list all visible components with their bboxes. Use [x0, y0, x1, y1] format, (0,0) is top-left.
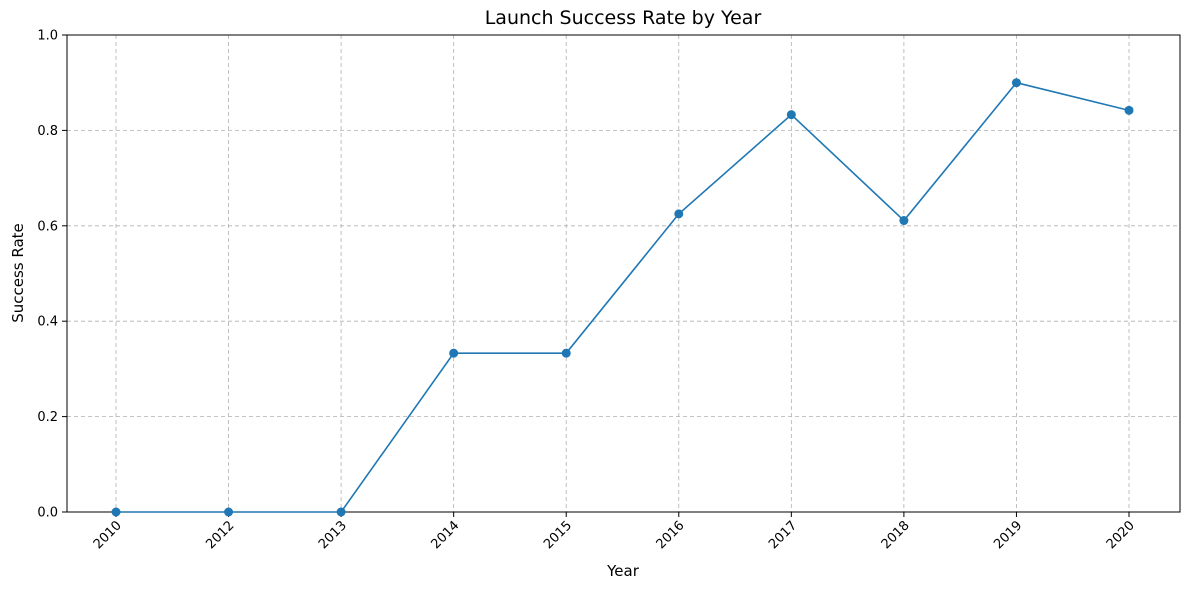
x-tick-label: 2015 [541, 518, 575, 552]
x-axis-ticks: 2010 2012 2013 2014 2015 2016 2017 2018 2019 2020 [91, 512, 1138, 552]
data-point [336, 507, 346, 517]
series-layer [111, 78, 1134, 517]
x-tick-label: 2010 [91, 518, 125, 552]
x-tick-label: 2019 [991, 518, 1025, 552]
x-tick-label: 2016 [654, 518, 688, 552]
x-tick-label: 2014 [428, 518, 462, 552]
plot-frame [66, 34, 1181, 513]
grid [67, 34, 1180, 513]
data-point [674, 209, 684, 219]
data-point [561, 348, 571, 358]
data-point [1011, 78, 1021, 88]
series-line [116, 81, 1130, 513]
x-tick-label: 2020 [1104, 518, 1138, 552]
x-tick-label: 2018 [879, 518, 913, 552]
data-point [1124, 105, 1134, 115]
y-tick-label: 0.2 [37, 410, 58, 425]
data-point [899, 216, 909, 226]
data-point [449, 348, 459, 358]
x-tick-label: 2012 [203, 518, 237, 552]
data-point [111, 507, 121, 517]
x-axis-label: Year [606, 562, 640, 580]
y-tick-label: 0.4 [37, 315, 58, 330]
y-tick-label: 0.8 [37, 124, 58, 139]
y-axis-label: Success Rate [9, 223, 27, 323]
x-tick-label: 2013 [316, 518, 350, 552]
y-tick-label: 0.6 [37, 219, 58, 234]
x-tick-label: 2017 [766, 518, 800, 552]
data-point [786, 110, 796, 120]
chart-title: Launch Success Rate by Year [485, 7, 762, 29]
data-point [224, 507, 234, 517]
y-tick-label: 1.0 [37, 29, 58, 44]
y-tick-label: 0.0 [37, 506, 58, 521]
y-axis-ticks: 0.0 0.2 0.4 0.6 0.8 1.0 [37, 29, 67, 521]
